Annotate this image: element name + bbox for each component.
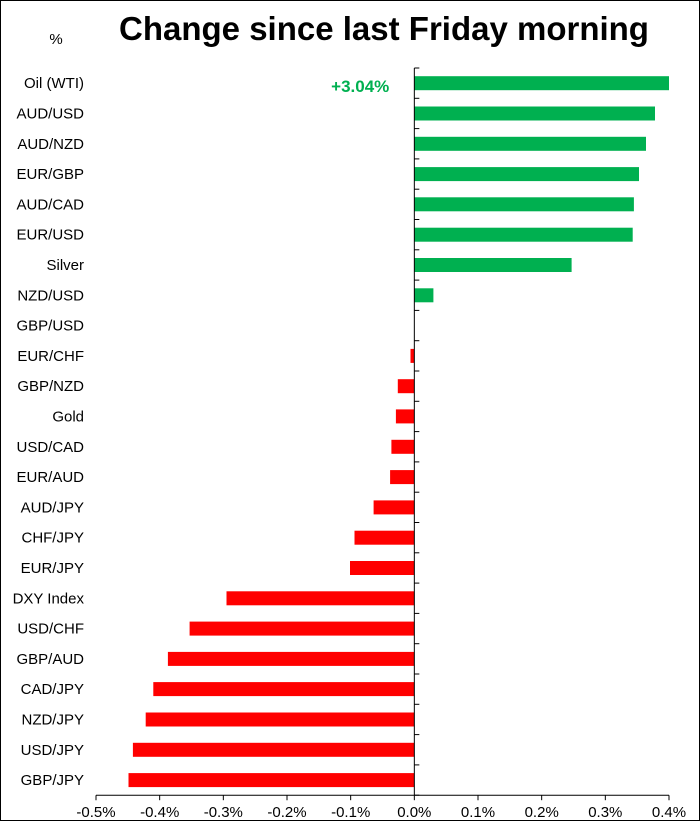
category-label-silver: Silver xyxy=(46,257,84,274)
category-label-gbp-nzd: GBP/NZD xyxy=(17,378,84,395)
x-tick-label: -0.4% xyxy=(140,804,179,821)
category-label-nzd-jpy: NZD/JPY xyxy=(21,712,84,729)
category-label-gbp-usd: GBP/USD xyxy=(16,318,84,335)
bar-gbp-jpy xyxy=(128,773,415,788)
category-label-gbp-aud: GBP/AUD xyxy=(16,651,84,668)
bar-silver xyxy=(414,258,572,272)
bar-aud-cad xyxy=(414,197,634,212)
category-label-oil-wti: Oil (WTI) xyxy=(24,75,84,92)
annotation-oil-wti: +3.04% xyxy=(331,77,389,96)
category-label-eur-chf: EUR/CHF xyxy=(17,348,84,365)
category-label-gold: Gold xyxy=(52,408,84,425)
category-label-eur-usd: EUR/USD xyxy=(16,227,84,244)
bar-usd-chf xyxy=(189,621,415,636)
bar-gold xyxy=(395,409,415,424)
bar-dxy-index xyxy=(226,591,415,606)
category-label-cad-jpy: CAD/JPY xyxy=(21,681,84,698)
category-label-aud-nzd: AUD/NZD xyxy=(17,136,84,153)
category-label-nzd-usd: NZD/USD xyxy=(17,287,84,304)
axis-layer xyxy=(95,67,670,801)
x-tick-label: -0.2% xyxy=(267,804,306,821)
category-label-aud-cad: AUD/CAD xyxy=(16,196,84,213)
category-label-eur-jpy: EUR/JPY xyxy=(21,560,84,577)
category-label-usd-chf: USD/CHF xyxy=(17,621,84,638)
bar-usd-jpy xyxy=(132,742,415,757)
x-tick-label: -0.3% xyxy=(204,804,243,821)
category-label-eur-gbp: EUR/GBP xyxy=(16,166,84,183)
bars-layer xyxy=(128,76,669,788)
bar-eur-jpy xyxy=(350,561,415,575)
bar-cad-jpy xyxy=(153,682,415,697)
bar-eur-usd xyxy=(414,227,633,242)
tick-labels: -0.5% -0.4% -0.3% -0.2% -0.1% 0.0% 0.1% 0.2% 0.3… xyxy=(76,804,686,821)
category-label-usd-jpy: USD/JPY xyxy=(21,742,84,759)
category-label-usd-cad: USD/CAD xyxy=(16,439,84,456)
bar-nzd-usd xyxy=(414,288,434,303)
annotations: +3.04% xyxy=(331,77,389,96)
category-label-gbp-jpy: GBP/JPY xyxy=(21,772,84,789)
bar-oil-wti xyxy=(414,76,669,91)
unit-label: % xyxy=(49,31,62,48)
x-tick-label: 0.3% xyxy=(588,804,622,821)
bar-eur-aud xyxy=(390,470,415,485)
category-label-eur-aud: EUR/AUD xyxy=(16,469,84,486)
x-tick-label: 0.4% xyxy=(652,804,686,821)
category-label-dxy-index: DXY Index xyxy=(13,590,85,607)
chart-title: Change since last Friday morning xyxy=(119,10,649,47)
category-label-chf-jpy: CHF/JPY xyxy=(21,530,84,547)
bar-eur-gbp xyxy=(414,167,639,182)
category-label-aud-usd: AUD/USD xyxy=(16,106,84,123)
x-tick-label: 0.0% xyxy=(397,804,431,821)
bar-nzd-jpy xyxy=(145,712,415,727)
bar-gbp-nzd xyxy=(397,379,415,394)
bar-aud-jpy xyxy=(373,500,415,515)
x-tick-label: -0.1% xyxy=(331,804,370,821)
category-label-aud-jpy: AUD/JPY xyxy=(21,499,84,516)
bar-aud-nzd xyxy=(414,136,646,151)
category-labels: Oil (WTI) AUD/USD AUD/NZD EUR/GBP AUD/CAD EUR… xyxy=(13,75,85,789)
bar-gbp-aud xyxy=(167,651,415,666)
bar-eur-chf xyxy=(410,348,415,363)
bar-chf-jpy xyxy=(354,530,415,545)
bar-usd-cad xyxy=(391,439,415,454)
bar-aud-usd xyxy=(414,106,655,121)
x-tick-label: 0.1% xyxy=(461,804,495,821)
x-tick-label: 0.2% xyxy=(525,804,559,821)
x-tick-label: -0.5% xyxy=(76,804,115,821)
